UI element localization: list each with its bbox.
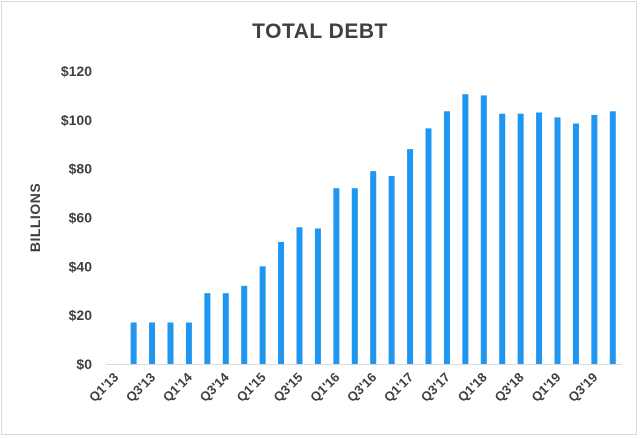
bar — [591, 114, 598, 364]
y-tick-label: $80 — [69, 161, 93, 177]
bar — [278, 241, 285, 364]
bar — [149, 322, 156, 364]
bar — [517, 113, 524, 365]
bar — [130, 322, 137, 364]
bar — [499, 113, 506, 365]
y-axis-title: BILLIONS — [27, 183, 43, 252]
x-tick-label: Q1'13 — [86, 370, 121, 405]
bar — [314, 228, 321, 364]
x-tick-label: Q1'14 — [160, 369, 196, 405]
bar — [185, 322, 192, 364]
x-tick-label: Q3'16 — [344, 370, 379, 405]
bar — [388, 175, 395, 364]
bar — [462, 94, 469, 364]
x-tick-label: Q1'19 — [528, 370, 563, 405]
bar — [407, 149, 414, 364]
x-tick-label: Q3'18 — [491, 370, 526, 405]
bar — [259, 266, 266, 364]
bar — [241, 285, 248, 364]
bar — [536, 112, 543, 364]
y-tick-label: $60 — [69, 210, 93, 226]
y-axis-ticks: $0 $20 $40 $60 $80 $100 $120 — [61, 63, 92, 372]
bar — [480, 95, 487, 365]
y-tick-label: $120 — [61, 63, 92, 79]
y-tick-label: $40 — [69, 258, 93, 274]
bar — [351, 188, 358, 364]
y-tick-label: $0 — [76, 356, 92, 372]
bar — [425, 128, 432, 364]
x-tick-label: Q1'18 — [455, 370, 490, 405]
bar — [333, 188, 340, 364]
bar — [572, 123, 579, 364]
x-tick-label: Q3'14 — [197, 369, 233, 405]
bar — [370, 171, 377, 364]
x-tick-label: Q3'13 — [123, 370, 158, 405]
bar — [167, 322, 174, 364]
bar — [554, 117, 561, 365]
x-tick-label: Q1'15 — [233, 370, 268, 405]
x-tick-label: Q3'15 — [270, 370, 305, 405]
x-tick-label: Q3'17 — [418, 370, 453, 405]
x-tick-label: Q3'19 — [565, 370, 600, 405]
y-tick-label: $20 — [69, 307, 93, 323]
x-axis-ticks: Q1'13 Q3'13 Q1'14 Q3'14 Q1'15 Q3'15 Q1'16 Q3'16… — [86, 369, 600, 405]
bar — [296, 227, 303, 364]
bar — [204, 293, 211, 364]
bar — [222, 293, 229, 364]
bar — [443, 111, 450, 364]
x-tick-label: Q1'17 — [381, 370, 416, 405]
chart-title: TOTAL DEBT — [252, 20, 388, 43]
bars — [130, 94, 616, 365]
x-tick-label: Q1'16 — [307, 370, 342, 405]
y-tick-label: $100 — [61, 112, 92, 128]
bar — [609, 111, 616, 364]
